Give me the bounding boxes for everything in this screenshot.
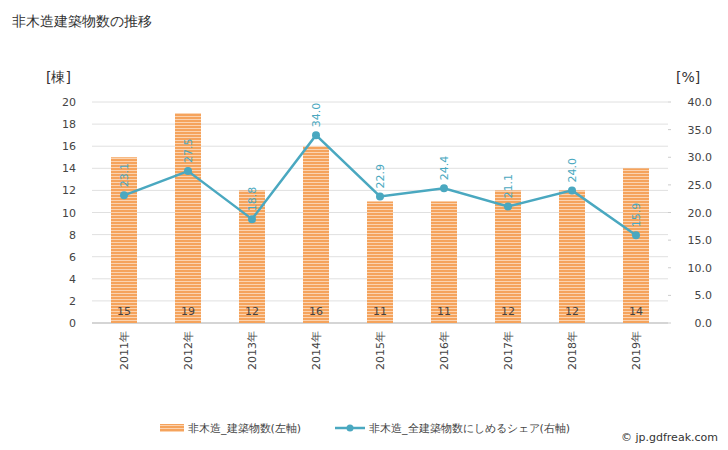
y-tick-label: 10 (62, 207, 76, 220)
x-tick-label: 2014年 (310, 331, 323, 370)
bar (175, 113, 201, 323)
y2-tick (668, 323, 671, 324)
plot-area (111, 113, 649, 323)
bar-label: 15 (117, 305, 131, 318)
y-tick-label: 8 (69, 229, 76, 242)
y2-tick (668, 267, 671, 268)
marker (184, 167, 192, 175)
line-label: 34.0 (310, 103, 323, 128)
marker (632, 231, 640, 239)
marker (120, 191, 128, 199)
x-tick-label: 2017年 (502, 331, 515, 370)
y2-tick (668, 240, 671, 241)
bar (431, 201, 457, 323)
bar (303, 146, 329, 323)
marker (248, 215, 256, 223)
y2-tick-label: 15.0 (688, 234, 713, 247)
credit: © jp.gdfreak.com (621, 431, 718, 444)
marker (312, 131, 320, 139)
line (124, 135, 636, 235)
x-tick-label: 2011年 (118, 331, 131, 370)
y2-tick-label: 40.0 (688, 96, 713, 109)
bar-label: 11 (373, 305, 387, 318)
line-label: 23.1 (118, 163, 131, 188)
y-tick-label: 16 (62, 140, 76, 153)
line-label: 27.5 (182, 139, 195, 164)
y2-tick (668, 157, 671, 158)
y2-tick (668, 102, 671, 103)
x-tick-label: 2018年 (566, 331, 579, 370)
y2-tick-label: 30.0 (688, 151, 713, 164)
x-tick-label: 2013年 (246, 331, 259, 370)
y-tick-label: 6 (69, 251, 76, 264)
legend-swatch (160, 424, 184, 432)
bar-label: 19 (181, 305, 195, 318)
y2-label: [%] (676, 69, 700, 85)
grid-line (92, 102, 668, 103)
x-tick-label: 2019年 (630, 331, 643, 370)
line-label: 24.0 (566, 158, 579, 183)
line-label: 21.1 (502, 174, 515, 199)
y2-tick-label: 0.0 (695, 317, 713, 330)
y2-tick (668, 212, 671, 213)
chart: 非木造建築物数の推移 [棟] [%] 0 2 4 6 8 10 12 14 16 18 20 0.0 5.0 1… (0, 0, 728, 450)
y-label: [棟] (46, 69, 71, 85)
y-tick-label: 0 (69, 317, 76, 330)
y-tick-label: 2 (69, 295, 76, 308)
marker (504, 202, 512, 210)
line-label: 18.8 (246, 187, 259, 212)
bar (495, 190, 521, 323)
marker (376, 192, 384, 200)
bar-label: 11 (437, 305, 451, 318)
y2-tick (668, 129, 671, 130)
bar-label: 12 (501, 305, 515, 318)
y2-tick-label: 10.0 (688, 262, 713, 275)
bar (559, 190, 585, 323)
y2-tick-label: 5.0 (695, 289, 713, 302)
line-label: 24.4 (438, 156, 451, 181)
y-tick-label: 20 (62, 96, 76, 109)
y-tick-label: 18 (62, 118, 76, 131)
legend-swatch (347, 425, 354, 432)
legend-label: 非木造_建築物数(左軸) (188, 422, 301, 435)
y-tick-label: 14 (62, 162, 76, 175)
bar (367, 201, 393, 323)
bar-label: 12 (565, 305, 579, 318)
y-tick-label: 12 (62, 184, 76, 197)
y2-tick-label: 20.0 (688, 207, 713, 220)
title: 非木造建築物数の推移 (12, 13, 152, 29)
line-label: 22.9 (374, 164, 387, 189)
y2-tick-label: 25.0 (688, 179, 713, 192)
bar-label: 12 (245, 305, 259, 318)
y2-tick (668, 184, 671, 185)
y-tick-label: 4 (69, 273, 76, 286)
y2-tick-label: 35.0 (688, 124, 713, 137)
y2-tick (668, 295, 671, 296)
legend-label: 非木造_全建築物数にしめるシェア(右軸) (369, 422, 570, 435)
bar (623, 168, 649, 323)
bar (111, 157, 137, 323)
line-label: 15.9 (630, 203, 643, 228)
marker (440, 184, 448, 192)
x-tick-label: 2012年 (182, 331, 195, 370)
bar-label: 16 (309, 305, 323, 318)
x-tick-label: 2016年 (438, 331, 451, 370)
marker (568, 186, 576, 194)
bar-label: 14 (629, 305, 643, 318)
x-tick-label: 2015年 (374, 331, 387, 370)
